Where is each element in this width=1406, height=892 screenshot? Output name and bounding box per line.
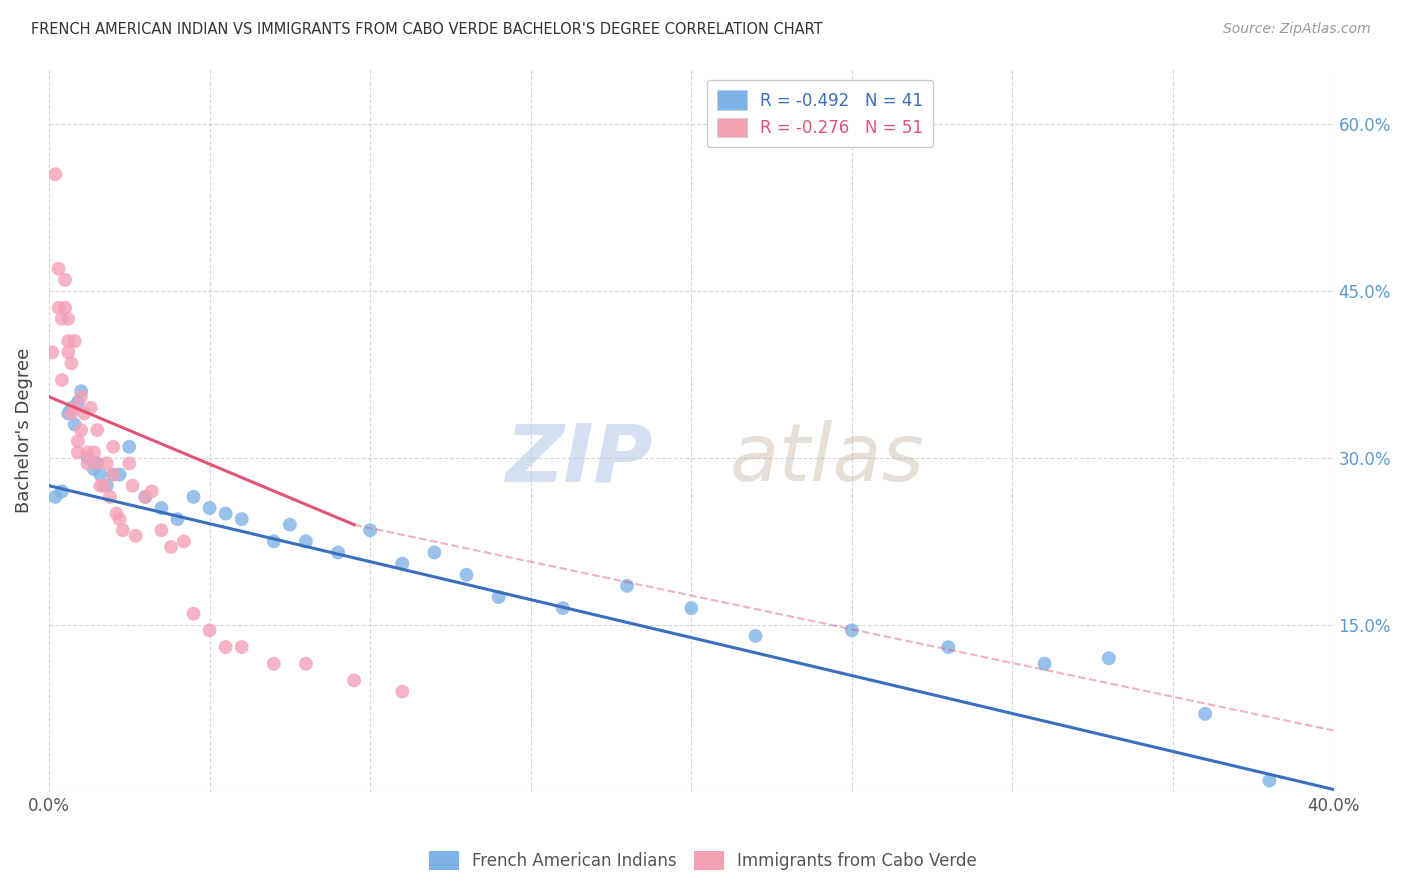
Point — [173, 534, 195, 549]
Point — [343, 673, 366, 688]
Point — [551, 601, 574, 615]
Text: atlas: atlas — [730, 420, 925, 498]
Point — [160, 540, 183, 554]
Point — [936, 640, 959, 654]
Point — [150, 523, 173, 537]
Legend: French American Indians, Immigrants from Cabo Verde: French American Indians, Immigrants from… — [422, 844, 984, 877]
Text: FRENCH AMERICAN INDIAN VS IMMIGRANTS FROM CABO VERDE BACHELOR'S DEGREE CORRELATI: FRENCH AMERICAN INDIAN VS IMMIGRANTS FRO… — [31, 22, 823, 37]
Point — [125, 529, 148, 543]
Point — [44, 490, 66, 504]
Point — [391, 557, 413, 571]
Point — [76, 450, 98, 465]
Point — [58, 406, 80, 420]
Point — [103, 440, 125, 454]
Point — [231, 640, 253, 654]
Point — [359, 523, 381, 537]
Point — [681, 601, 703, 615]
Point — [118, 457, 141, 471]
Point — [456, 567, 478, 582]
Point — [96, 457, 118, 471]
Point — [48, 261, 70, 276]
Point — [198, 500, 221, 515]
Point — [744, 629, 766, 643]
Point — [134, 490, 156, 504]
Point — [841, 624, 863, 638]
Point — [166, 512, 188, 526]
Point — [108, 467, 131, 482]
Point — [60, 401, 83, 415]
Point — [70, 423, 93, 437]
Point — [70, 390, 93, 404]
Point — [60, 406, 83, 420]
Point — [60, 356, 83, 370]
Point — [1258, 773, 1281, 788]
Point — [118, 440, 141, 454]
Point — [76, 445, 98, 459]
Point — [183, 490, 205, 504]
Point — [58, 334, 80, 348]
Point — [423, 545, 446, 559]
Point — [53, 301, 76, 315]
Point — [231, 512, 253, 526]
Point — [214, 507, 236, 521]
Point — [51, 311, 73, 326]
Point — [150, 500, 173, 515]
Point — [66, 395, 89, 409]
Point — [103, 467, 125, 482]
Point — [326, 545, 349, 559]
Point — [63, 401, 86, 415]
Text: ZIP: ZIP — [505, 420, 652, 498]
Point — [295, 657, 318, 671]
Point — [98, 490, 121, 504]
Point — [76, 457, 98, 471]
Point — [278, 517, 301, 532]
Point — [66, 445, 89, 459]
Point — [63, 417, 86, 432]
Point — [96, 479, 118, 493]
Point — [1194, 706, 1216, 721]
Point — [58, 345, 80, 359]
Point — [83, 462, 105, 476]
Point — [183, 607, 205, 621]
Point — [105, 507, 128, 521]
Point — [86, 457, 108, 471]
Point — [58, 311, 80, 326]
Point — [108, 512, 131, 526]
Point — [1098, 651, 1121, 665]
Point — [44, 167, 66, 181]
Point — [51, 484, 73, 499]
Point — [89, 479, 111, 493]
Y-axis label: Bachelor's Degree: Bachelor's Degree — [15, 348, 32, 513]
Point — [121, 479, 143, 493]
Text: Source: ZipAtlas.com: Source: ZipAtlas.com — [1223, 22, 1371, 37]
Point — [1033, 657, 1056, 671]
Point — [198, 624, 221, 638]
Point — [295, 534, 318, 549]
Point — [103, 467, 125, 482]
Point — [86, 457, 108, 471]
Point — [83, 445, 105, 459]
Point — [53, 273, 76, 287]
Point — [111, 523, 134, 537]
Point — [86, 423, 108, 437]
Point — [616, 579, 638, 593]
Point — [263, 534, 285, 549]
Point — [263, 657, 285, 671]
Point — [48, 301, 70, 315]
Point — [488, 590, 510, 604]
Point — [391, 684, 413, 698]
Point — [41, 345, 63, 359]
Point — [141, 484, 163, 499]
Legend: R = -0.492   N = 41, R = -0.276   N = 51: R = -0.492 N = 41, R = -0.276 N = 51 — [707, 80, 934, 147]
Point — [70, 384, 93, 399]
Point — [93, 479, 115, 493]
Point — [134, 490, 156, 504]
Point — [73, 406, 96, 420]
Point — [66, 434, 89, 449]
Point — [89, 467, 111, 482]
Point — [80, 401, 103, 415]
Point — [214, 640, 236, 654]
Point — [51, 373, 73, 387]
Point — [63, 334, 86, 348]
